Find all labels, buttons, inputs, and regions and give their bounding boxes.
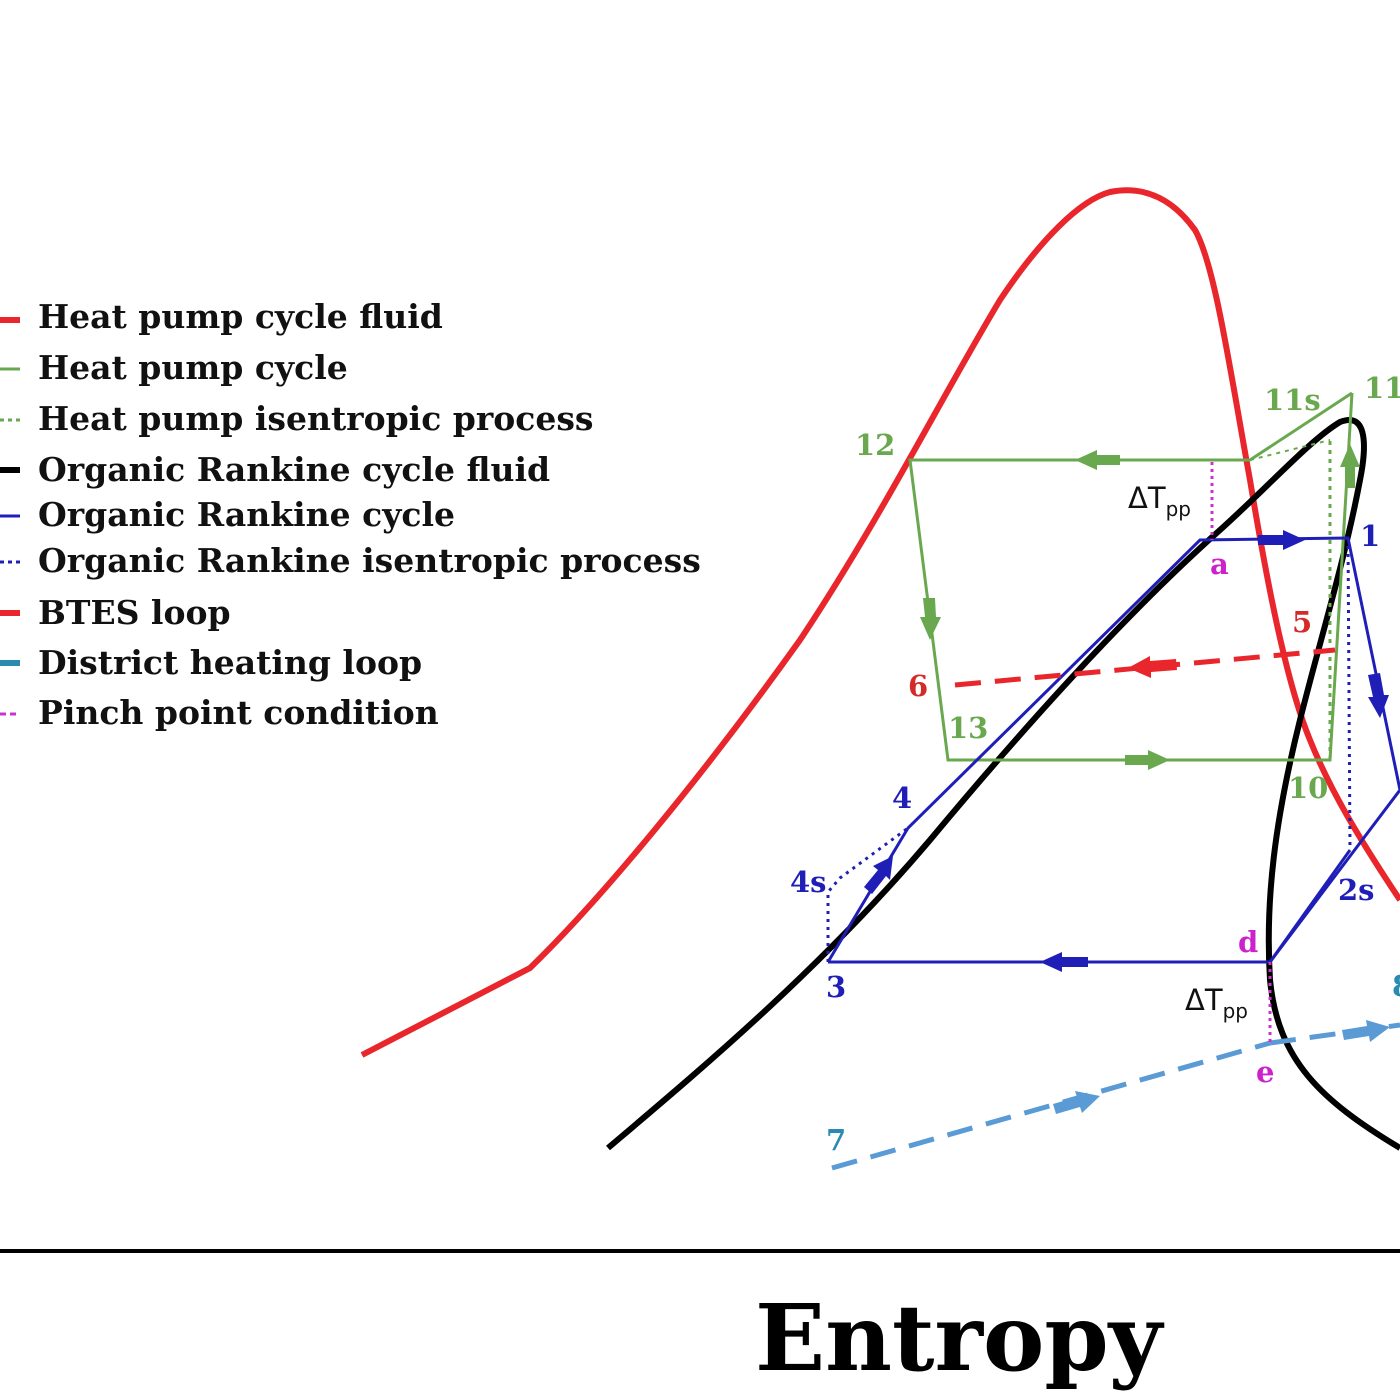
legend-label: Heat pump isentropic process bbox=[38, 399, 594, 438]
point-label-7: 7 bbox=[826, 1123, 846, 1157]
point-label-5: 5 bbox=[1292, 605, 1312, 639]
pinch-label-main: ΔT bbox=[1185, 983, 1223, 1017]
legend-item-heat-pump-cycle-fluid: Heat pump cycle fluid bbox=[0, 297, 443, 336]
orc-expansion-line bbox=[1268, 849, 1352, 963]
heat-pump-cycle-path bbox=[908, 391, 1354, 762]
orc-cycle bbox=[826, 530, 1400, 972]
legend-label: Organic Rankine isentropic process bbox=[38, 541, 701, 580]
point-label-4: 4 bbox=[892, 781, 912, 815]
legend-item-heat-pump-cycle: Heat pump cycle bbox=[0, 348, 348, 387]
blue-arrow-up-icon bbox=[864, 856, 893, 894]
blue-arrow-left-icon bbox=[1040, 952, 1088, 972]
heat-pump-isentropic-top bbox=[1249, 439, 1331, 461]
legend-label: District heating loop bbox=[38, 643, 422, 682]
point-label-3: 3 bbox=[826, 970, 846, 1004]
light-blue-arrow-right-icon bbox=[1342, 1020, 1390, 1042]
legend-label: Heat pump cycle fluid bbox=[38, 297, 443, 336]
legend-item-heat-pump-isentropic: Heat pump isentropic process bbox=[0, 399, 594, 438]
point-label-13: 13 bbox=[948, 711, 988, 745]
point-label-d: d bbox=[1238, 925, 1258, 959]
legend-item-pinch-point: Pinch point condition bbox=[0, 693, 439, 732]
pinch-label-sub: pp bbox=[1166, 497, 1191, 521]
point-label-a: a bbox=[1210, 547, 1229, 581]
district-heating-line-upper bbox=[1269, 1022, 1400, 1046]
btes-loop-line bbox=[954, 647, 1336, 688]
legend-label: Organic Rankine cycle bbox=[38, 495, 455, 534]
point-labels: 1 2s 3 4 4s 5 6 7 8 10 11 11s 12 13 a d … bbox=[790, 371, 1400, 1157]
legend-item-orc-fluid: Organic Rankine cycle fluid bbox=[0, 450, 550, 489]
district-heating-loop bbox=[831, 1020, 1400, 1171]
legend-item-orc-cycle: Organic Rankine cycle bbox=[0, 495, 455, 534]
blue-arrow-down-icon bbox=[1368, 673, 1389, 718]
light-blue-arrow-right-icon bbox=[1053, 1091, 1100, 1114]
green-arrow-down-icon bbox=[920, 598, 941, 640]
red-arrow-left-icon bbox=[1128, 656, 1177, 678]
point-label-4s: 4s bbox=[790, 865, 827, 899]
pinch-label-sub: pp bbox=[1223, 999, 1248, 1023]
district-heating-line-lower bbox=[831, 1040, 1271, 1171]
point-label-2s: 2s bbox=[1338, 873, 1375, 907]
green-arrow-up-icon bbox=[1340, 444, 1360, 488]
pinch-label-bottom: ΔTpp bbox=[1185, 983, 1248, 1023]
heat-pump-fluid-dome bbox=[360, 187, 1400, 1058]
legend: Heat pump cycle fluid Heat pump cycle He… bbox=[0, 297, 701, 732]
heat-pump-cycle bbox=[908, 391, 1360, 770]
legend-item-btes-loop: BTES loop bbox=[0, 593, 231, 632]
point-label-10: 10 bbox=[1288, 771, 1328, 805]
orc-isentropic-turbine bbox=[1346, 537, 1352, 851]
legend-label: BTES loop bbox=[38, 593, 231, 632]
legend-item-district-heating: District heating loop bbox=[0, 643, 422, 682]
point-label-6: 6 bbox=[908, 669, 928, 703]
legend-label: Organic Rankine cycle fluid bbox=[38, 450, 550, 489]
orc-isentropic-pump bbox=[826, 826, 909, 962]
legend-label: Pinch point condition bbox=[38, 693, 439, 732]
legend-item-orc-isentropic: Organic Rankine isentropic process bbox=[0, 541, 701, 580]
blue-arrow-right-icon bbox=[1258, 530, 1305, 550]
btes-loop bbox=[954, 647, 1336, 688]
green-arrow-right-icon bbox=[1125, 750, 1170, 770]
orc-fluid-dome bbox=[606, 417, 1400, 1151]
point-label-8: 8 bbox=[1392, 969, 1400, 1003]
green-arrow-left-icon bbox=[1075, 450, 1120, 470]
point-label-12: 12 bbox=[855, 428, 895, 462]
point-label-11: 11 bbox=[1364, 371, 1400, 405]
point-label-1: 1 bbox=[1360, 519, 1380, 553]
legend-label: Heat pump cycle bbox=[38, 348, 348, 387]
point-label-11s: 11s bbox=[1264, 383, 1321, 417]
point-label-e: e bbox=[1256, 1055, 1274, 1089]
pinch-label-main: ΔT bbox=[1128, 481, 1166, 515]
x-axis-title: Entropy bbox=[755, 1284, 1165, 1392]
pinch-label-top: ΔTpp bbox=[1128, 481, 1191, 521]
